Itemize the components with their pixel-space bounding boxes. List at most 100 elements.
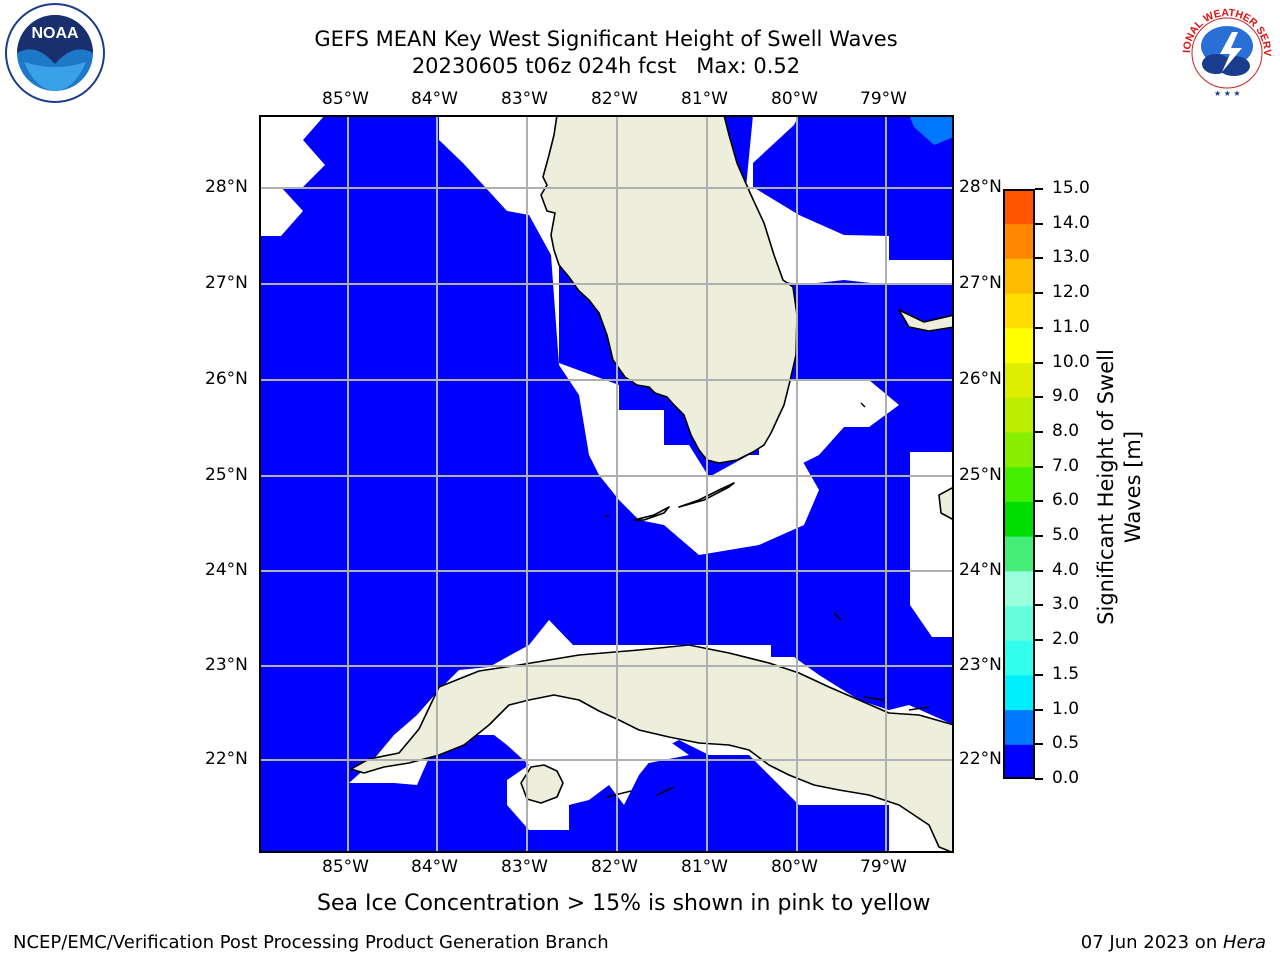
colorbar-tick-label: 10.0 [1052,351,1090,372]
lon-tick-top-84w: 84°W [411,89,458,109]
small-islands [604,402,930,798]
lat-tick-left-24n: 24°N [205,560,248,580]
colorbar-tick-mark [1035,500,1043,503]
florida-keys [633,506,670,521]
footer-date: 07 Jun 2023 on [1080,932,1223,953]
lat-tick-right-27n: 27°N [959,273,1002,293]
graticule [259,115,954,853]
lat-tick-left-25n: 25°N [205,465,248,485]
lat-tick-left-28n: 28°N [205,177,248,197]
colorbar-segment [1003,258,1035,294]
colorbar-segment [1003,223,1035,259]
colorbar-tick-label: 2.0 [1052,629,1080,650]
lon-tick-top-85w: 85°W [322,89,369,109]
colorbar-tick-mark [1035,430,1043,433]
colorbar-segment [1003,536,1035,572]
nws-logo: NATIONAL WEATHER SERVICE ★ ★ ★ [1172,0,1278,104]
colorbar-tick-mark [1035,569,1043,572]
colorbar-tick-label: 14.0 [1052,212,1090,233]
colorbar-segment [1003,466,1035,502]
colorbar-tick-label: 0.5 [1052,733,1080,754]
colorbar-tick-mark [1035,361,1043,364]
colorbar-tick-mark [1035,257,1043,260]
lat-tick-right-23n: 23°N [959,655,1002,675]
noaa-logo-text: NOAA [31,25,79,42]
colorbar-tick-mark [1035,673,1043,676]
lon-tick-top-81w: 81°W [681,89,728,109]
colorbar-tick-label: 11.0 [1052,316,1090,337]
colorbar-label-line2: Waves [m] [1121,430,1145,544]
lon-tick-bottom-82w: 82°W [591,857,638,877]
chart-subtitle: 20230605 t06z 024h fcst Max: 0.52 [411,54,801,78]
colorbar-segment [1003,431,1035,468]
colorbar-segment [1003,189,1035,225]
colorbar-tick-label: 3.0 [1052,594,1080,615]
colorbar-tick-mark [1035,708,1043,711]
lon-tick-top-79w: 79°W [860,89,907,109]
lat-tick-right-26n: 26°N [959,369,1002,389]
colorbar-segment [1003,397,1035,433]
colorbar-segment [1003,674,1035,711]
noaa-logo: NOAA [4,2,106,104]
colorbar-segment [1003,605,1035,641]
colorbar-tick-label: 15.0 [1052,178,1090,198]
footer-left: NCEP/EMC/Verification Post Processing Pr… [13,932,609,953]
colorbar-segment [1003,570,1035,606]
colorbar [1003,189,1035,780]
colorbar-tick-mark [1035,222,1043,225]
colorbar-label-line1: Significant Height of Swell [1094,349,1118,625]
colorbar-tick-mark [1035,326,1043,329]
swell-patch-0.5 [909,115,954,145]
colorbar-tick-mark [1035,743,1043,746]
lat-tick-right-22n: 22°N [959,749,1002,769]
colorbar-tick-mark [1035,292,1043,295]
colorbar-tick-label: 4.0 [1052,559,1080,580]
lat-tick-left-22n: 22°N [205,749,248,769]
colorbar-segment [1003,293,1035,329]
lon-tick-bottom-79w: 79°W [860,857,907,877]
colorbar-svg [1003,189,1035,780]
lat-tick-left-26n: 26°N [205,369,248,389]
lon-tick-bottom-85w: 85°W [322,857,369,877]
colorbar-tick-mark [1035,188,1043,190]
svg-text:★ ★ ★: ★ ★ ★ [1214,89,1241,98]
colorbar-tick-label: 1.5 [1052,663,1080,684]
colorbar-tick-label: 8.0 [1052,420,1080,441]
lat-tick-right-28n: 28°N [959,177,1002,197]
lon-tick-top-83w: 83°W [501,89,548,109]
colorbar-segment [1003,709,1035,745]
lat-tick-right-25n: 25°N [959,465,1002,485]
colorbar-tick-mark [1035,396,1043,399]
lon-tick-bottom-81w: 81°W [681,857,728,877]
colorbar-segment [1003,501,1035,537]
colorbar-tick-label: 0.0 [1052,768,1080,788]
lat-tick-left-27n: 27°N [205,273,248,293]
colorbar-tick-mark [1035,465,1043,468]
lat-tick-left-23n: 23°N [205,655,248,675]
chart-title: GEFS MEAN Key West Significant Height of… [314,27,898,51]
colorbar-segment [1003,640,1035,676]
colorbar-tick-label: 1.0 [1052,698,1080,719]
colorbar-tick-mark [1035,535,1043,538]
colorbar-tick-label: 12.0 [1052,282,1090,303]
lat-tick-right-24n: 24°N [959,560,1002,580]
colorbar-segment [1003,744,1035,780]
colorbar-tick-label: 13.0 [1052,247,1090,268]
cuba-land [350,644,955,854]
land-areas [350,114,955,854]
colorbar-label: Significant Height of Swell Waves [m] [1093,297,1147,677]
colorbar-tick-label: 5.0 [1052,525,1080,546]
colorbar-tick-mark [1035,778,1043,780]
map-panel [259,114,955,854]
lon-tick-bottom-84w: 84°W [411,857,458,877]
lon-tick-top-80w: 80°W [771,89,818,109]
colorbar-tick-mark [1035,639,1043,642]
colorbar-tick-label: 9.0 [1052,386,1080,407]
sea-ice-caption: Sea Ice Concentration > 15% is shown in … [317,891,931,916]
footer-host: Hera [1222,932,1266,953]
isle-of-youth-land [520,764,564,804]
colorbar-segment [1003,327,1035,364]
colorbar-tick-label: 7.0 [1052,455,1080,476]
lon-tick-top-82w: 82°W [591,89,638,109]
lon-tick-bottom-83w: 83°W [501,857,548,877]
